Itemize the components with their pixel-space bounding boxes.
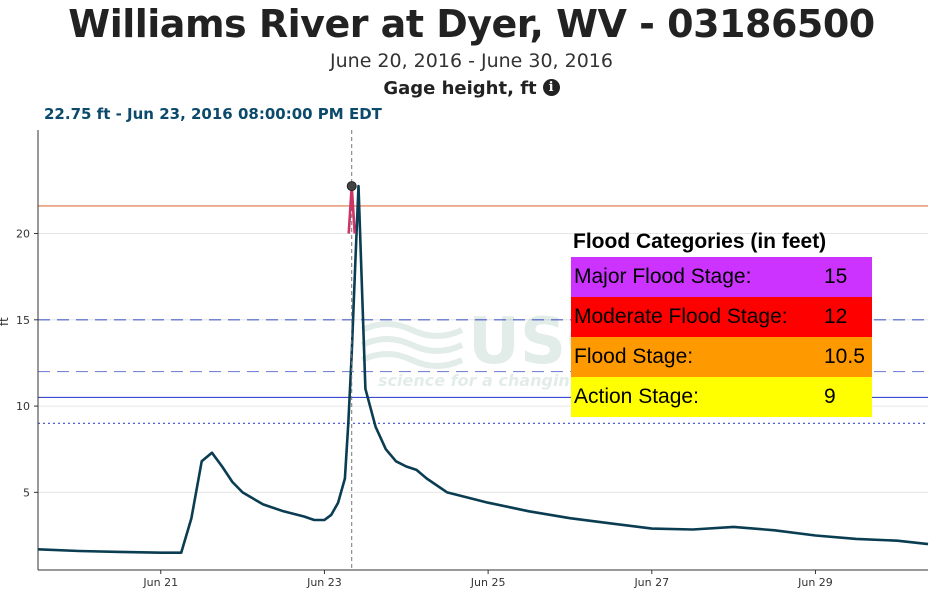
- parameter-heading: Gage height, ft i: [0, 78, 943, 99]
- legend-value: 15: [824, 265, 848, 288]
- info-icon[interactable]: i: [542, 79, 560, 96]
- gage-height-line: [37, 184, 929, 554]
- y-tick-label: 5: [23, 486, 30, 499]
- y-ticks: 5 10 15 20: [16, 228, 38, 499]
- legend-row-flood: Flood Stage: 10.5: [571, 337, 872, 377]
- x-ticks: Jun 21 Jun 23 Jun 25 Jun 27 Jun 29: [142, 570, 833, 589]
- legend-label: Flood Stage:: [574, 345, 694, 368]
- y-axis-label: ft: [0, 317, 11, 326]
- legend-row-major: Major Flood Stage: 15: [571, 257, 872, 297]
- legend-value: 12: [824, 305, 848, 328]
- x-tick-label: Jun 25: [470, 576, 506, 589]
- date-range: June 20, 2016 - June 30, 2016: [330, 50, 613, 72]
- legend-label: Major Flood Stage:: [574, 265, 752, 288]
- usgs-logo-icon: [360, 321, 464, 369]
- x-tick-label: Jun 23: [306, 576, 342, 589]
- legend-row-moderate: Moderate Flood Stage: 12: [571, 297, 872, 337]
- parameter-label: Gage height, ft: [383, 78, 537, 99]
- y-tick-label: 15: [16, 314, 30, 327]
- page-title: Williams River at Dyer, WV - 03186500: [68, 2, 875, 46]
- legend-label: Action Stage:: [574, 385, 699, 408]
- y-tick-label: 10: [16, 400, 30, 413]
- x-tick-label: Jun 29: [797, 576, 833, 589]
- highlight-layer: [346, 130, 357, 570]
- peak-marker: [346, 181, 357, 192]
- x-tick-label: Jun 21: [142, 576, 178, 589]
- legend-row-action: Action Stage: 9: [571, 377, 872, 417]
- x-tick-label: Jun 27: [633, 576, 669, 589]
- legend-value: 9: [824, 385, 836, 408]
- legend-value: 10.5: [824, 345, 865, 368]
- y-tick-label: 20: [16, 228, 30, 241]
- axes: ft: [0, 130, 928, 571]
- hover-tooltip: 22.75 ft - Jun 23, 2016 08:00:00 PM EDT: [44, 105, 382, 123]
- flood-categories-legend: Flood Categories (in feet) Major Flood S…: [571, 226, 872, 417]
- series-layer: [37, 184, 929, 554]
- legend-title: Flood Categories (in feet): [573, 230, 827, 253]
- legend-label: Moderate Flood Stage:: [574, 305, 788, 328]
